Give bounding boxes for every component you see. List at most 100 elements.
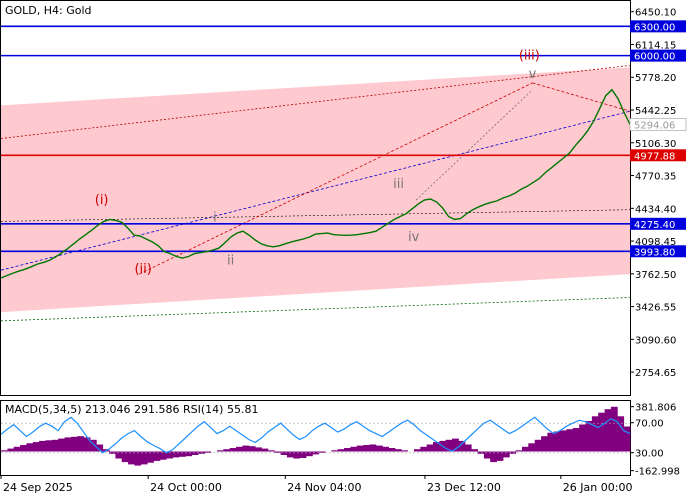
- current-price-label: 5294.06: [634, 120, 675, 131]
- macd-histogram: [1, 406, 631, 466]
- price-tick-label-4: 5106.30: [635, 139, 676, 150]
- macd-bar-66: [420, 446, 428, 452]
- level-tag-2: [630, 149, 686, 162]
- price-tick-label-2: 5778.20: [635, 73, 676, 84]
- macd-bar-49: [312, 451, 320, 455]
- macd-bar-11: [70, 436, 78, 452]
- macd-bar-5: [32, 442, 40, 452]
- macd-bar-13: [83, 437, 91, 452]
- macd-bar-86: [547, 432, 555, 452]
- macd-bar-84: [534, 439, 542, 452]
- macd-bar-71: [452, 438, 459, 452]
- macd-bar-83: [528, 443, 536, 452]
- macd-bar-46: [293, 451, 301, 459]
- price-tick-label-5: 4770.35: [635, 172, 676, 183]
- price-tick-label-8: 3762.50: [635, 270, 676, 281]
- macd-bar-54: [344, 448, 351, 452]
- macd-bar-30: [191, 451, 199, 455]
- chart-title: GOLD, H4: Gold: [5, 4, 92, 17]
- time-label-2: 24 Nov 04:00: [287, 481, 361, 494]
- macd-bar-92: [585, 421, 593, 452]
- level-label-4: 3993.80: [634, 247, 675, 258]
- macd-bar-29: [185, 451, 193, 457]
- macd-bar-1: [7, 448, 15, 452]
- macd-bar-77: [490, 451, 497, 463]
- macd-bar-24: [153, 451, 161, 461]
- macd-bar-52: [331, 450, 339, 452]
- macd-bar-14: [89, 439, 97, 452]
- macd-bar-72: [458, 440, 466, 452]
- time-label-1: 24 Oct 00:00: [150, 481, 222, 494]
- macd-bar-37: [236, 446, 243, 452]
- macd-bar-34: [217, 450, 224, 452]
- price-tick-label-11: 2754.65: [635, 368, 676, 379]
- level-tag-1: [630, 49, 686, 62]
- macd-bar-61: [388, 448, 396, 452]
- rsi-polyline: [0, 416, 631, 454]
- macd-bar-44: [280, 451, 288, 455]
- macd-bar-67: [426, 444, 434, 452]
- wave-label-6: iv: [408, 230, 420, 245]
- wave-label-2: (iii): [519, 49, 540, 64]
- macd-bar-12: [77, 436, 84, 452]
- current-price-tag: [629, 118, 687, 131]
- macd-bar-19: [121, 451, 129, 463]
- indicator-pane-frame: [0, 400, 631, 476]
- macd-bar-74: [471, 449, 478, 452]
- trend-line-red-rising: [139, 82, 533, 275]
- macd-bar-62: [394, 449, 402, 452]
- level-label-3: 4275.40: [634, 220, 675, 231]
- price-tick-label-7: 4098.45: [635, 237, 676, 248]
- macd-bar-15: [96, 444, 104, 452]
- macd-bar-22: [140, 451, 148, 465]
- time-axis: 24 Sep 2025 24 Oct 00:00 24 Nov 04:00 23 De…: [0, 475, 633, 494]
- macd-bar-56: [356, 445, 364, 452]
- macd-bar-18: [115, 451, 123, 459]
- macd-bar-42: [267, 450, 275, 452]
- macd-bar-80: [509, 451, 517, 454]
- macd-bar-47: [299, 451, 307, 458]
- wave-label-4: ii: [227, 253, 234, 268]
- macd-bar-87: [553, 431, 561, 452]
- time-label-0: 24 Sep 2025: [3, 481, 73, 494]
- trend-lines: [0, 82, 631, 275]
- macd-bar-73: [464, 444, 472, 452]
- price-axis: 6300.00 6000.00 4977.88 4275.40 3993.80 6450.…: [629, 8, 687, 379]
- indicator-tick-label-3: -162.998: [635, 467, 680, 478]
- level-label-2: 4977.88: [634, 151, 675, 162]
- macd-bar-53: [337, 449, 345, 452]
- price-tick-label-6: 4434.40: [635, 204, 676, 215]
- price-tick-label-1: 6114.15: [635, 40, 676, 51]
- macd-bar-48: [306, 451, 313, 457]
- price-tick-label-9: 3426.55: [635, 303, 676, 314]
- macd-bar-70: [445, 439, 453, 452]
- macd-bar-91: [579, 424, 586, 452]
- macd-bar-28: [178, 451, 186, 457]
- macd-bar-3: [20, 445, 27, 452]
- macd-bar-35: [223, 449, 231, 452]
- level-label-0: 6300.00: [634, 22, 675, 33]
- macd-bar-10: [64, 437, 72, 452]
- price-tick-label-3: 5442.25: [635, 106, 676, 117]
- macd-bar-88: [560, 430, 567, 452]
- macd-bar-38: [242, 445, 250, 452]
- macd-bar-89: [566, 429, 574, 452]
- macd-bar-55: [350, 446, 358, 452]
- price-line: [0, 88, 631, 279]
- indicator-pane: MACD(5,34,5) 213.046 291.586 RSI(14) 55.…: [0, 400, 631, 476]
- macd-bar-2: [13, 446, 21, 452]
- macd-bar-0: [1, 450, 8, 452]
- macd-bar-25: [159, 451, 167, 460]
- time-label-4: 26 Jan 00:00: [563, 481, 633, 494]
- macd-bar-57: [363, 445, 370, 452]
- indicator-tick-label-0: 381.806: [635, 403, 676, 414]
- wave-label-3: i: [213, 210, 217, 225]
- macd-bar-23: [147, 451, 154, 463]
- price-tick-label-10: 3090.60: [635, 335, 676, 346]
- macd-bar-27: [172, 451, 180, 458]
- macd-bar-4: [26, 443, 34, 452]
- macd-bar-93: [591, 416, 599, 452]
- macd-bar-68: [433, 442, 440, 452]
